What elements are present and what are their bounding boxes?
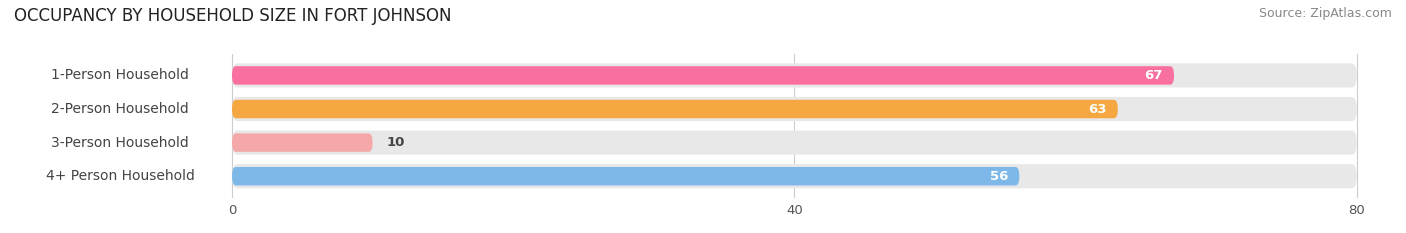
Text: 63: 63 <box>1088 103 1107 116</box>
Text: OCCUPANCY BY HOUSEHOLD SIZE IN FORT JOHNSON: OCCUPANCY BY HOUSEHOLD SIZE IN FORT JOHN… <box>14 7 451 25</box>
Text: 3-Person Household: 3-Person Household <box>52 136 188 150</box>
FancyBboxPatch shape <box>18 64 222 87</box>
Text: 67: 67 <box>1144 69 1163 82</box>
FancyBboxPatch shape <box>18 97 222 121</box>
FancyBboxPatch shape <box>232 164 1357 188</box>
Text: Source: ZipAtlas.com: Source: ZipAtlas.com <box>1258 7 1392 20</box>
Text: 2-Person Household: 2-Person Household <box>52 102 188 116</box>
FancyBboxPatch shape <box>232 63 1357 88</box>
FancyBboxPatch shape <box>232 66 1174 85</box>
Text: 10: 10 <box>387 136 405 149</box>
FancyBboxPatch shape <box>232 167 1019 185</box>
Text: 4+ Person Household: 4+ Person Household <box>46 169 194 183</box>
FancyBboxPatch shape <box>232 133 373 152</box>
FancyBboxPatch shape <box>18 165 222 188</box>
FancyBboxPatch shape <box>232 100 1118 118</box>
Text: 56: 56 <box>990 170 1008 183</box>
FancyBboxPatch shape <box>232 130 1357 155</box>
FancyBboxPatch shape <box>232 97 1357 121</box>
FancyBboxPatch shape <box>18 131 222 154</box>
Text: 1-Person Household: 1-Person Household <box>51 69 190 82</box>
